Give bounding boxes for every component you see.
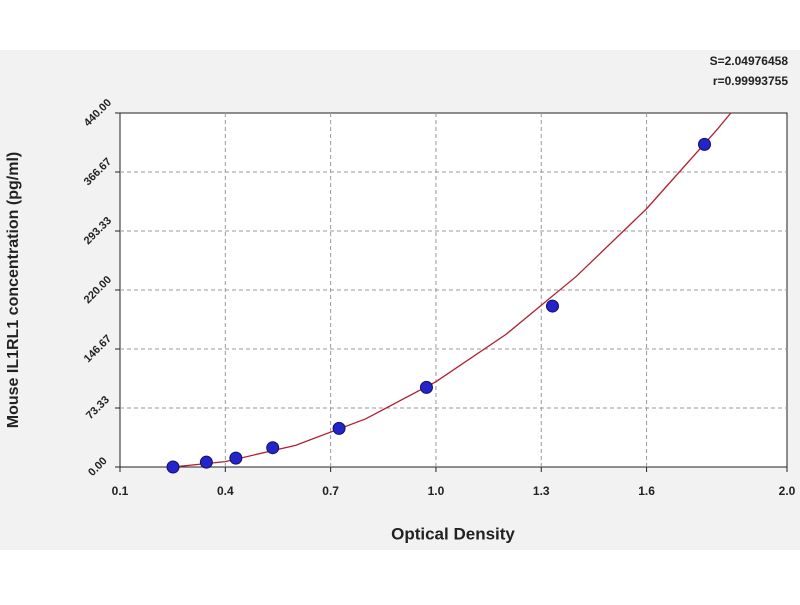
x-tick-label: 0.1	[112, 484, 129, 498]
data-point	[229, 451, 243, 465]
fit-curve	[172, 112, 732, 467]
x-tick-label: 0.4	[217, 484, 234, 498]
x-tick-label: 1.0	[428, 484, 445, 498]
x-tick-label: 2.0	[779, 484, 796, 498]
data-point	[166, 460, 180, 474]
data-point	[698, 137, 712, 151]
data-point	[332, 421, 346, 435]
data-point	[545, 299, 559, 313]
x-tick-label: 0.7	[322, 484, 339, 498]
data-point	[199, 455, 213, 469]
annotation: S=2.04976458	[710, 54, 789, 68]
y-axis-label: Mouse IL1RL1 concentration (pg/ml)	[5, 152, 22, 428]
data-point	[266, 441, 280, 455]
x-axis-label: Optical Density	[391, 524, 515, 543]
data-point	[419, 380, 433, 394]
x-tick-label: 1.6	[638, 484, 655, 498]
x-tick-label: 1.3	[533, 484, 550, 498]
annotation: r=0.99993755	[713, 74, 788, 88]
